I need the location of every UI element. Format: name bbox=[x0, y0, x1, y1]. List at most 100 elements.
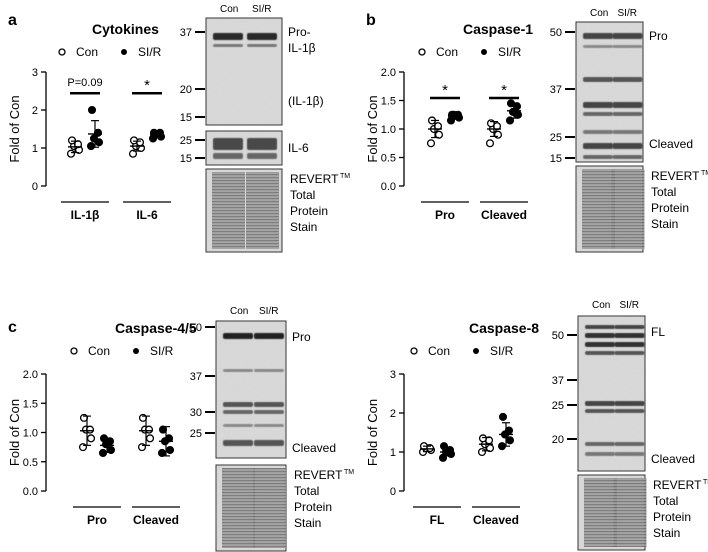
blot-band bbox=[583, 112, 613, 116]
revert-tm: TM bbox=[701, 170, 708, 177]
blot-band bbox=[247, 44, 277, 47]
data-point bbox=[93, 128, 103, 137]
lane-label-con: Con bbox=[590, 8, 608, 19]
stain-lane bbox=[212, 172, 245, 249]
data-point bbox=[79, 413, 89, 422]
mw-marker-label: 50 bbox=[550, 27, 562, 39]
blot-caspase8-texture bbox=[579, 317, 644, 470]
blot-band bbox=[223, 369, 253, 372]
blot-band bbox=[583, 33, 613, 39]
legend-marker-sir bbox=[481, 49, 487, 55]
blot-band bbox=[223, 402, 253, 407]
data-point bbox=[144, 425, 154, 434]
panel-letter-b: b bbox=[366, 12, 376, 29]
y-tick-label: 0.5 bbox=[381, 153, 396, 165]
legend-marker-sir bbox=[121, 49, 127, 55]
data-point bbox=[87, 105, 97, 115]
blot-band bbox=[213, 153, 243, 159]
chart-caspase-8: Caspase-8 Con SI/R 0 1 2 3 Fold of Con FL Cleaved bbox=[365, 320, 539, 527]
blot-band bbox=[247, 33, 277, 40]
y-tick-label: 1 bbox=[32, 143, 38, 155]
data-point bbox=[85, 425, 95, 434]
mw-marker-label: 25 bbox=[552, 400, 564, 412]
band-label: Pro bbox=[649, 29, 668, 43]
mw-marker-label: 15 bbox=[180, 153, 192, 165]
revert-total: Total bbox=[653, 494, 678, 508]
revert-stain: Stain bbox=[290, 220, 317, 234]
mw-marker-label: 30 bbox=[190, 407, 202, 419]
data-point bbox=[486, 119, 496, 128]
revert-protein: Protein bbox=[290, 204, 328, 218]
y-tick-label: 2 bbox=[32, 105, 38, 117]
band-label: IL-1β bbox=[288, 41, 316, 55]
blot-band bbox=[583, 45, 613, 48]
blot-band bbox=[585, 351, 615, 355]
legend-label-sir: SI/R bbox=[138, 45, 162, 59]
mw-marker-label: 50 bbox=[190, 322, 202, 334]
blot-band bbox=[254, 410, 284, 414]
blot-band bbox=[612, 102, 643, 108]
data-point bbox=[138, 413, 148, 422]
revert-label: REVERT bbox=[651, 169, 700, 183]
legend-label-con: Con bbox=[436, 45, 458, 59]
significance-label: P=0.09 bbox=[67, 77, 102, 89]
blot-band bbox=[254, 440, 284, 446]
legend-marker-con bbox=[418, 48, 426, 56]
stain-lane bbox=[613, 478, 647, 547]
data-point bbox=[485, 139, 495, 148]
data-point bbox=[477, 447, 487, 457]
legend-marker-con bbox=[410, 347, 418, 355]
significance-label: * bbox=[501, 82, 507, 99]
y-tick-label: 1.0 bbox=[23, 428, 38, 440]
data-point bbox=[137, 443, 147, 452]
band-label: IL-6 bbox=[288, 141, 309, 155]
blot-band bbox=[247, 153, 277, 159]
y-tick-label: 2.0 bbox=[381, 67, 396, 79]
mw-marker-label: 25 bbox=[190, 428, 202, 440]
revert-stain: Stain bbox=[653, 526, 680, 540]
y-tick-label: 2 bbox=[390, 408, 396, 420]
data-point bbox=[86, 434, 96, 443]
mw-marker-label: 15 bbox=[180, 112, 192, 124]
lane-label-con: Con bbox=[592, 300, 610, 311]
y-tick-label: 1.5 bbox=[381, 96, 396, 108]
blot-band bbox=[583, 155, 613, 159]
y-axis-label: Fold of Con bbox=[365, 95, 380, 162]
y-tick-label: 3 bbox=[32, 67, 38, 79]
blot-band bbox=[612, 112, 643, 116]
blot-band bbox=[254, 333, 284, 339]
lane-label-sir: SI/R bbox=[618, 8, 637, 19]
data-point bbox=[78, 443, 88, 452]
blot-band bbox=[585, 333, 615, 338]
significance-label: * bbox=[144, 77, 150, 94]
legend-label-con: Con bbox=[428, 344, 450, 358]
blot-band bbox=[612, 143, 643, 149]
blot-caspase45-texture bbox=[217, 322, 285, 457]
x-tick-label: IL-1β bbox=[71, 208, 100, 222]
mw-marker-label: 50 bbox=[552, 330, 564, 342]
x-tick-label: Cleaved bbox=[133, 513, 179, 527]
blot-caspase-4-5: Con SI/R REVERT TM Total Protein Stain 50 37 30 25… bbox=[190, 306, 354, 552]
stain-lane bbox=[222, 468, 255, 548]
data-point bbox=[86, 142, 96, 151]
revert-label: REVERT bbox=[290, 172, 339, 186]
blot-band bbox=[612, 155, 643, 159]
band-label: Pro- bbox=[288, 25, 311, 39]
blot-band bbox=[583, 130, 613, 134]
mw-marker-label: 15 bbox=[550, 153, 562, 165]
blot-caspase1-texture bbox=[577, 23, 642, 161]
y-tick-label: 0 bbox=[390, 486, 396, 498]
blot-band bbox=[585, 325, 615, 329]
data-point bbox=[478, 434, 488, 443]
stain-lane bbox=[582, 169, 615, 249]
data-point bbox=[426, 139, 436, 148]
lane-label-sir: SI/R bbox=[620, 300, 639, 311]
y-tick-label: 0.5 bbox=[23, 457, 38, 469]
blot-band bbox=[612, 33, 643, 39]
mw-marker-label: 37 bbox=[190, 371, 202, 383]
blot-band bbox=[223, 424, 253, 427]
blot-band bbox=[614, 452, 645, 456]
stain-lane bbox=[611, 169, 645, 249]
data-point bbox=[493, 130, 503, 139]
